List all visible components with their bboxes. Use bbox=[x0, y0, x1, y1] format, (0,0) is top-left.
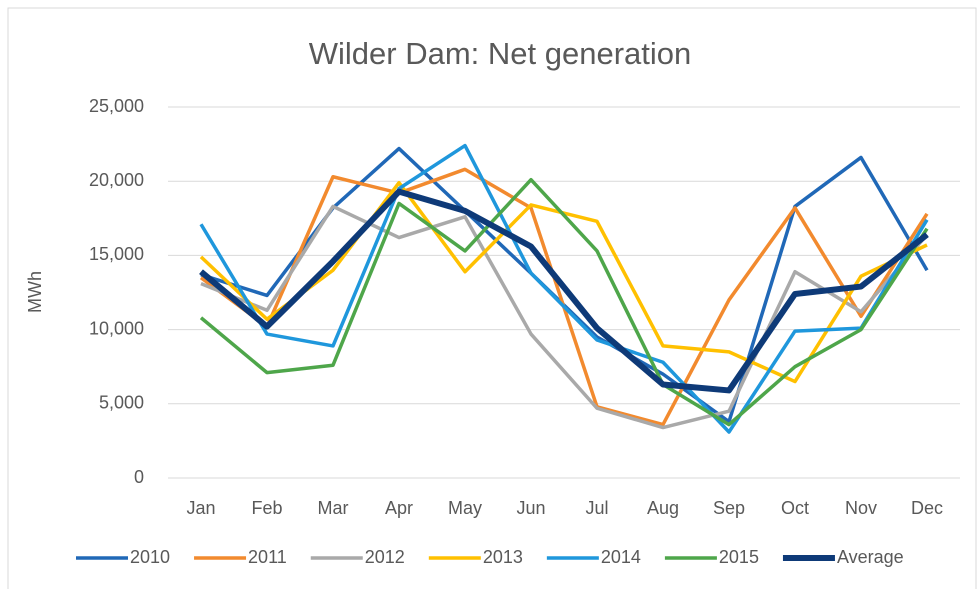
y-tick-label: 10,000 bbox=[89, 318, 144, 338]
x-tick-label: Apr bbox=[385, 498, 413, 518]
x-tick-label: Jan bbox=[186, 498, 215, 518]
legend-label: 2011 bbox=[248, 547, 287, 567]
y-tick-label: 5,000 bbox=[99, 393, 144, 413]
legend-label: 2010 bbox=[130, 547, 170, 567]
x-tick-label: Feb bbox=[251, 498, 282, 518]
series-line bbox=[199, 188, 929, 394]
legend-label: 2014 bbox=[601, 547, 641, 567]
x-tick-label: Dec bbox=[911, 498, 943, 518]
y-tick-label: 0 bbox=[134, 467, 144, 487]
series-line bbox=[199, 177, 929, 427]
series-line bbox=[200, 204, 929, 430]
x-tick-label: Nov bbox=[845, 498, 877, 518]
series-line bbox=[199, 167, 929, 427]
y-tick-label: 20,000 bbox=[89, 170, 144, 190]
x-tick-label: Aug bbox=[647, 498, 679, 518]
x-tick-label: Mar bbox=[318, 498, 349, 518]
x-tick-label: Jul bbox=[585, 498, 608, 518]
x-tick-label: May bbox=[448, 498, 482, 518]
legend-label: 2013 bbox=[483, 547, 523, 567]
y-axis-label: MWh bbox=[25, 271, 45, 313]
series-line bbox=[199, 143, 929, 434]
y-tick-label: 15,000 bbox=[89, 244, 144, 264]
y-tick-label: 25,000 bbox=[89, 96, 144, 116]
legend-label: 2015 bbox=[719, 547, 759, 567]
x-tick-label: Oct bbox=[781, 498, 809, 518]
x-tick-label: Jun bbox=[516, 498, 545, 518]
legend-label: Average bbox=[837, 547, 904, 567]
x-tick-label: Sep bbox=[713, 498, 745, 518]
chart-title: Wilder Dam: Net generation bbox=[309, 36, 692, 71]
legend-label: 2012 bbox=[365, 547, 405, 567]
chart-frame bbox=[7, 7, 977, 589]
